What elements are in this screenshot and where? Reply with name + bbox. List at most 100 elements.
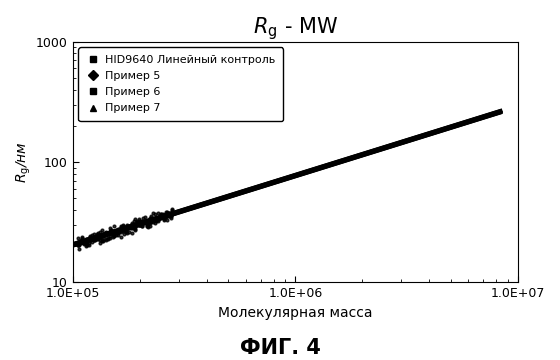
Point (165, 213, 174, 219)
Point (99, 238, 108, 244)
Point (86, 234, 95, 239)
Point (144, 222, 153, 228)
Point (80, 241, 88, 247)
Point (147, 220, 156, 225)
Point (133, 219, 142, 225)
Point (148, 217, 157, 222)
Point (144, 217, 153, 223)
Point (78, 239, 87, 244)
Point (160, 214, 169, 220)
Point (168, 206, 177, 212)
X-axis label: Молекулярная масса: Молекулярная масса (218, 306, 372, 320)
Point (74, 246, 83, 252)
Point (137, 223, 146, 229)
Point (124, 225, 133, 231)
Point (128, 220, 137, 226)
Point (74, 243, 83, 248)
Point (157, 212, 166, 217)
Point (161, 212, 170, 218)
Point (157, 215, 166, 221)
Point (97, 239, 106, 244)
Point (146, 224, 155, 229)
Point (136, 219, 144, 225)
Point (105, 229, 114, 234)
Point (158, 213, 167, 219)
Point (126, 224, 135, 230)
Point (142, 223, 151, 229)
Point (89, 237, 98, 243)
Point (105, 235, 114, 241)
Point (131, 226, 140, 232)
Point (83, 236, 92, 242)
Point (146, 218, 155, 224)
Point (124, 229, 133, 235)
Point (123, 222, 132, 228)
Point (100, 230, 109, 235)
Point (160, 212, 169, 218)
Point (150, 216, 159, 221)
Point (161, 214, 170, 220)
Point (78, 234, 87, 240)
Point (131, 216, 140, 221)
Point (136, 222, 144, 228)
Point (89, 237, 98, 243)
Point (102, 229, 111, 234)
Point (134, 218, 143, 224)
Point (107, 229, 116, 234)
Point (100, 230, 109, 236)
Point (107, 230, 116, 235)
Point (76, 240, 85, 246)
Point (99, 232, 108, 238)
Point (96, 237, 105, 243)
Point (116, 230, 125, 235)
Point (94, 230, 103, 235)
Point (124, 225, 133, 230)
Point (76, 239, 85, 245)
Point (81, 241, 90, 247)
Point (137, 223, 146, 229)
Point (152, 217, 161, 223)
Point (104, 231, 113, 237)
Point (85, 235, 94, 240)
Point (83, 238, 92, 243)
Point (81, 244, 90, 249)
Point (129, 223, 138, 229)
Point (136, 218, 144, 224)
Point (124, 223, 133, 229)
Point (139, 221, 148, 226)
Point (166, 213, 175, 219)
Point (102, 231, 111, 237)
Point (152, 217, 161, 223)
Point (148, 219, 157, 225)
Point (153, 216, 162, 222)
Point (136, 222, 144, 228)
Point (83, 242, 92, 247)
Point (85, 242, 94, 248)
Point (102, 232, 111, 238)
Point (109, 231, 118, 237)
Point (161, 213, 170, 219)
Point (161, 210, 170, 215)
Point (128, 230, 137, 235)
Point (157, 211, 166, 217)
Point (96, 234, 105, 240)
Point (129, 225, 138, 230)
Point (123, 230, 132, 236)
Point (166, 213, 175, 219)
Point (126, 225, 135, 231)
Point (110, 233, 119, 239)
Point (85, 236, 94, 242)
Point (160, 217, 169, 223)
Point (116, 234, 125, 240)
Point (97, 237, 106, 243)
Point (165, 211, 174, 216)
Point (111, 230, 120, 235)
Point (74, 239, 83, 245)
Point (115, 229, 124, 234)
Point (100, 236, 109, 242)
Point (115, 227, 124, 233)
Point (153, 218, 162, 224)
Point (107, 227, 116, 233)
Point (96, 240, 105, 246)
Point (89, 235, 98, 240)
